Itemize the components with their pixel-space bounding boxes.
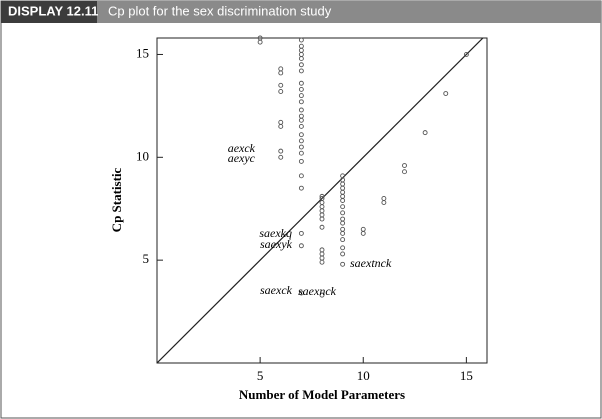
point <box>381 200 387 206</box>
point <box>360 230 366 236</box>
y-tick-label: 5 <box>143 251 150 266</box>
point <box>319 193 325 199</box>
point <box>298 290 304 296</box>
point <box>298 230 304 236</box>
x-axis-label: Number of Model Parameters <box>239 387 405 402</box>
point <box>422 130 428 136</box>
point <box>340 251 346 257</box>
point <box>402 163 407 168</box>
x-tick-label: 15 <box>460 368 473 383</box>
point <box>298 68 304 74</box>
point <box>340 204 346 210</box>
point <box>463 52 469 57</box>
point <box>319 216 325 222</box>
point <box>443 91 449 96</box>
point <box>278 148 284 154</box>
point <box>298 138 304 144</box>
point <box>340 230 346 236</box>
point <box>298 158 304 164</box>
point <box>298 80 304 86</box>
plot-area <box>156 37 488 364</box>
y-tick-label: 15 <box>136 45 149 60</box>
header-label-box <box>1 1 97 23</box>
point <box>319 224 325 230</box>
point-annotation: saexck <box>260 283 293 297</box>
point <box>298 150 304 156</box>
point <box>298 123 304 129</box>
x-tick-label: 5 <box>257 368 264 383</box>
point <box>298 86 304 92</box>
point <box>340 198 346 203</box>
point <box>278 89 284 94</box>
point <box>278 82 284 88</box>
point <box>340 245 346 251</box>
point <box>298 117 304 123</box>
point <box>298 56 304 62</box>
point <box>278 154 284 160</box>
point <box>257 39 263 45</box>
point <box>319 292 325 298</box>
point <box>278 123 284 129</box>
point <box>298 37 304 43</box>
point <box>278 70 284 76</box>
point-annotation: saextnck <box>350 256 392 270</box>
display-label: DISPLAY 12.11 <box>8 3 98 18</box>
point-annotation: saexyk <box>260 237 293 251</box>
point <box>298 144 304 150</box>
point <box>298 185 304 191</box>
point <box>340 237 346 243</box>
point <box>298 93 304 99</box>
point <box>298 132 304 138</box>
point <box>298 243 304 249</box>
x-tick-label: 10 <box>357 368 370 383</box>
point <box>298 107 304 113</box>
point-annotation: saexnck <box>298 284 337 298</box>
point <box>298 99 304 105</box>
point <box>340 220 346 226</box>
point <box>298 173 304 179</box>
point <box>402 169 407 175</box>
point-annotation: saexkq <box>259 226 292 240</box>
point <box>340 210 346 216</box>
chart-title: Cp plot for the sex discrimination study <box>108 3 332 18</box>
point-annotation: aexck <box>228 141 256 155</box>
point-annotation: aexyc <box>228 151 256 165</box>
y-tick-label: 10 <box>136 148 149 163</box>
point <box>319 259 325 265</box>
point <box>298 62 304 68</box>
y-axis-label: Cp Statistic <box>109 167 124 232</box>
header-bar <box>1 1 601 23</box>
point <box>340 261 346 267</box>
